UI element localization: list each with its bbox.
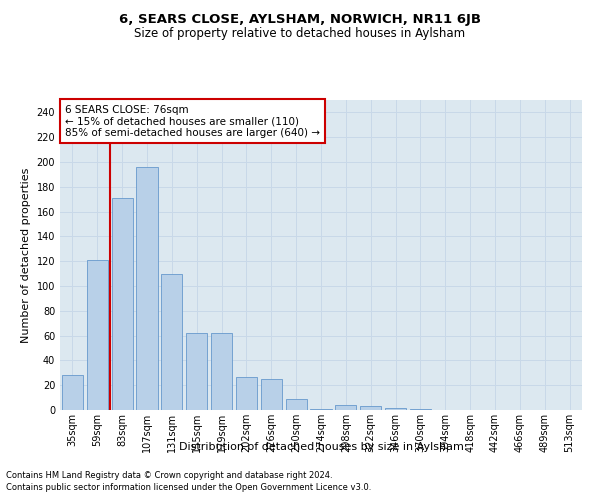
Text: 6, SEARS CLOSE, AYLSHAM, NORWICH, NR11 6JB: 6, SEARS CLOSE, AYLSHAM, NORWICH, NR11 6… (119, 12, 481, 26)
Bar (286, 399, 307, 410)
Bar (385, 408, 406, 410)
Text: Contains HM Land Registry data © Crown copyright and database right 2024.: Contains HM Land Registry data © Crown c… (6, 471, 332, 480)
Bar (62, 376, 83, 410)
Bar (310, 409, 332, 410)
Bar (112, 198, 133, 410)
Bar (236, 376, 257, 410)
Text: Contains public sector information licensed under the Open Government Licence v3: Contains public sector information licen… (6, 484, 371, 492)
Bar (186, 333, 207, 410)
Text: Distribution of detached houses by size in Aylsham: Distribution of detached houses by size … (179, 442, 463, 452)
Bar (87, 260, 108, 410)
Bar (410, 409, 431, 410)
Y-axis label: Number of detached properties: Number of detached properties (21, 168, 31, 342)
Bar (211, 333, 232, 410)
Text: Size of property relative to detached houses in Aylsham: Size of property relative to detached ho… (134, 28, 466, 40)
Bar (136, 167, 158, 410)
Bar (360, 406, 381, 410)
Bar (335, 405, 356, 410)
Bar (261, 379, 282, 410)
Bar (161, 274, 182, 410)
Text: 6 SEARS CLOSE: 76sqm
← 15% of detached houses are smaller (110)
85% of semi-deta: 6 SEARS CLOSE: 76sqm ← 15% of detached h… (65, 104, 320, 138)
